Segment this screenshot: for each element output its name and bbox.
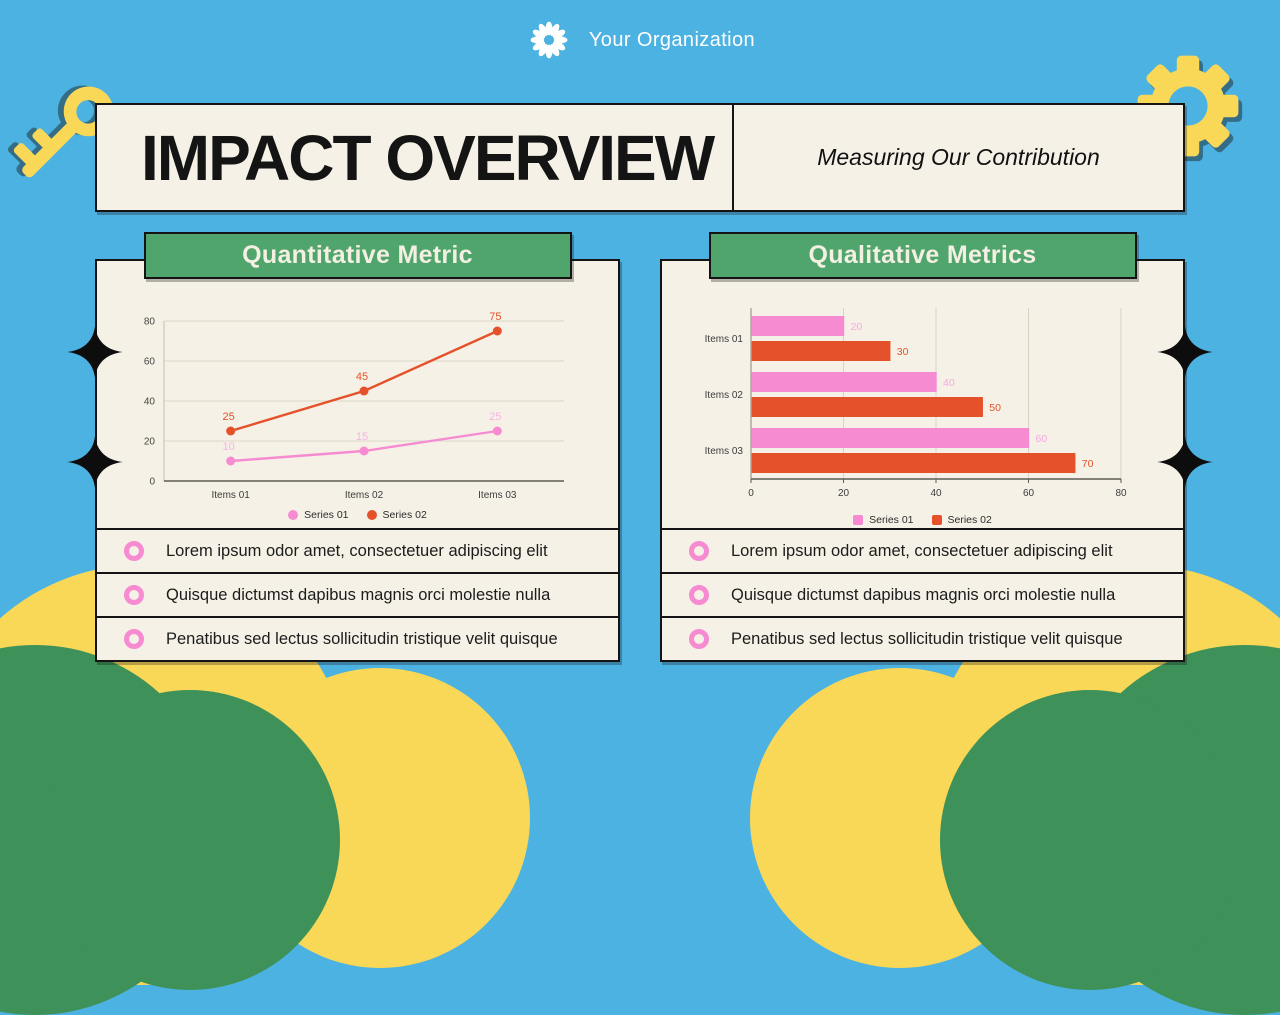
bullet-list: Lorem ipsum odor amet, consectetuer adip… bbox=[97, 528, 618, 660]
svg-text:45: 45 bbox=[355, 371, 367, 383]
svg-text:15: 15 bbox=[355, 431, 367, 443]
org-name: Your Organization bbox=[588, 28, 756, 51]
bullet-icon bbox=[689, 585, 709, 605]
line-chart-legend: Series 01 Series 02 bbox=[288, 509, 427, 521]
svg-text:80: 80 bbox=[1115, 488, 1127, 499]
bar-chart-legend: Series 01 Series 02 bbox=[853, 514, 992, 526]
svg-text:60: 60 bbox=[1022, 488, 1034, 499]
title-bar: IMPACT OVERVIEW Measuring Our Contributi… bbox=[95, 103, 1185, 212]
svg-text:Items 01: Items 01 bbox=[704, 334, 743, 345]
sparkle-icon bbox=[67, 326, 123, 378]
bullet-icon bbox=[124, 629, 144, 649]
cloud-green-left-2 bbox=[40, 690, 340, 990]
list-item: Lorem ipsum odor amet, consectetuer adip… bbox=[97, 528, 618, 572]
legend-marker-icon bbox=[931, 515, 942, 525]
svg-text:40: 40 bbox=[930, 488, 942, 499]
bullet-icon bbox=[124, 541, 144, 561]
svg-text:20: 20 bbox=[143, 437, 155, 448]
svg-text:Items 02: Items 02 bbox=[704, 390, 743, 401]
svg-text:25: 25 bbox=[222, 411, 234, 423]
page-title: IMPACT OVERVIEW bbox=[141, 121, 715, 194]
svg-text:25: 25 bbox=[489, 411, 501, 423]
list-item: Quisque dictumst dapibus magnis orci mol… bbox=[662, 572, 1183, 616]
svg-text:20: 20 bbox=[850, 321, 862, 333]
bar-chart: 0 20 40 60 80 Items 01 20 30 Items 02 40 50 Items 0… bbox=[704, 308, 1127, 499]
panel-header-label: Qualitative Metrics bbox=[808, 241, 1037, 269]
legend-label: Series 01 bbox=[869, 514, 914, 526]
bullet-text: Lorem ipsum odor amet, consectetuer adip… bbox=[731, 541, 1113, 560]
bullet-text: Lorem ipsum odor amet, consectetuer adip… bbox=[166, 541, 548, 560]
sparkle-icon bbox=[1157, 436, 1213, 488]
flower-logo-icon bbox=[530, 21, 568, 59]
list-item: Lorem ipsum odor amet, consectetuer adip… bbox=[662, 528, 1183, 572]
legend-label: Series 02 bbox=[382, 509, 427, 521]
line-chart-block: 0 20 40 60 80 Items 01 Items 02 Items 03 10 15 25 2… bbox=[97, 303, 618, 521]
legend-item: Series 02 bbox=[931, 514, 992, 526]
svg-text:60: 60 bbox=[143, 357, 155, 368]
line-chart: 0 20 40 60 80 Items 01 Items 02 Items 03 10 15 25 2… bbox=[143, 311, 564, 501]
cloud-green-right-2 bbox=[940, 690, 1240, 990]
legend-marker-icon bbox=[853, 515, 864, 525]
bullet-text: Quisque dictumst dapibus magnis orci mol… bbox=[166, 585, 551, 604]
bullet-list: Lorem ipsum odor amet, consectetuer adip… bbox=[662, 528, 1183, 660]
svg-text:Items 02: Items 02 bbox=[344, 490, 383, 501]
panel-header-qualitative: Qualitative Metrics bbox=[708, 232, 1137, 279]
title-cell: IMPACT OVERVIEW bbox=[97, 105, 732, 210]
page-subtitle: Measuring Our Contribution bbox=[817, 144, 1100, 170]
svg-text:80: 80 bbox=[143, 317, 155, 328]
bullet-text: Penatibus sed lectus sollicitudin tristi… bbox=[166, 629, 558, 648]
list-item: Penatibus sed lectus sollicitudin tristi… bbox=[662, 616, 1183, 660]
panel-qualitative: Qualitative Metrics 0 20 40 60 80 Items 01 20 3… bbox=[660, 232, 1185, 662]
svg-text:Items 03: Items 03 bbox=[478, 490, 517, 501]
svg-text:10: 10 bbox=[222, 441, 234, 453]
bullet-icon bbox=[689, 629, 709, 649]
svg-text:40: 40 bbox=[943, 377, 955, 389]
svg-text:40: 40 bbox=[143, 397, 155, 408]
legend-marker-icon bbox=[366, 510, 377, 520]
subtitle-cell: Measuring Our Contribution bbox=[732, 105, 1183, 210]
svg-text:0: 0 bbox=[149, 477, 155, 488]
panel-header-label: Quantitative Metric bbox=[242, 241, 473, 269]
org-header: Your Organization bbox=[0, 16, 1280, 64]
bullet-icon bbox=[124, 585, 144, 605]
panel-quantitative: Quantitative Metric 0 20 40 60 80 Items 01 Ite… bbox=[95, 232, 620, 662]
legend-label: Series 02 bbox=[947, 514, 992, 526]
svg-text:70: 70 bbox=[1081, 458, 1093, 470]
svg-text:60: 60 bbox=[1035, 433, 1047, 445]
list-item: Penatibus sed lectus sollicitudin tristi… bbox=[97, 616, 618, 660]
bullet-text: Penatibus sed lectus sollicitudin tristi… bbox=[731, 629, 1123, 648]
svg-text:50: 50 bbox=[989, 402, 1001, 414]
svg-text:Items 01: Items 01 bbox=[211, 490, 250, 501]
bullet-text: Quisque dictumst dapibus magnis orci mol… bbox=[731, 585, 1116, 604]
legend-item: Series 01 bbox=[853, 514, 914, 526]
legend-item: Series 01 bbox=[288, 509, 349, 521]
svg-text:Items 03: Items 03 bbox=[704, 446, 743, 457]
panel-header-quantitative: Quantitative Metric bbox=[143, 232, 572, 279]
legend-label: Series 01 bbox=[304, 509, 349, 521]
svg-text:30: 30 bbox=[896, 346, 908, 358]
svg-text:75: 75 bbox=[489, 311, 501, 323]
bullet-icon bbox=[689, 541, 709, 561]
svg-text:20: 20 bbox=[837, 488, 849, 499]
list-item: Quisque dictumst dapibus magnis orci mol… bbox=[97, 572, 618, 616]
legend-marker-icon bbox=[288, 510, 299, 520]
sparkle-icon bbox=[67, 436, 123, 488]
sparkle-icon bbox=[1157, 326, 1213, 378]
svg-text:0: 0 bbox=[748, 488, 754, 499]
legend-item: Series 02 bbox=[366, 509, 427, 521]
bar-chart-block: 0 20 40 60 80 Items 01 20 30 Items 02 40 50 Items 0… bbox=[662, 303, 1183, 526]
